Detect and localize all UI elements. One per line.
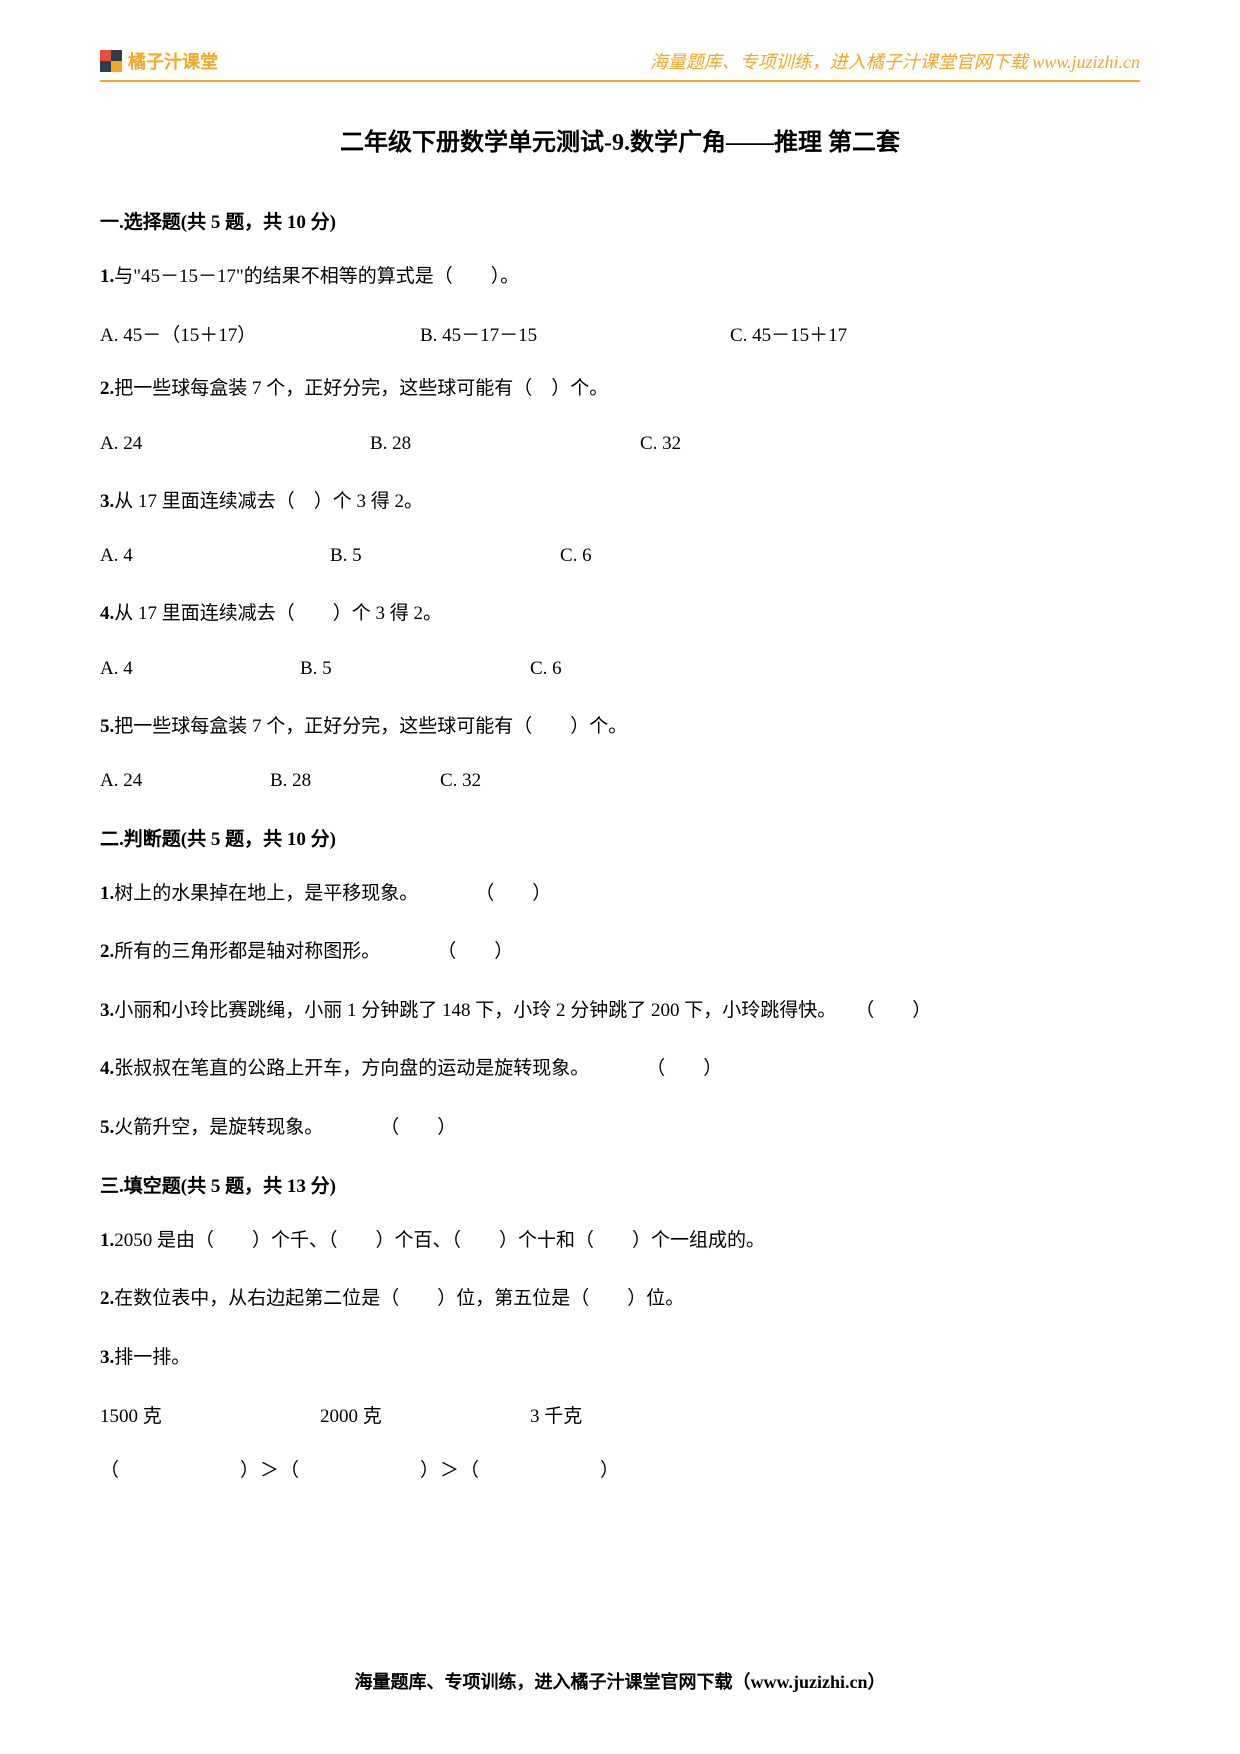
question-number: 3. [100, 1347, 114, 1368]
option-b: B. 28 [370, 433, 411, 455]
question-text: 所有的三角形都是轴对称图形。 （ ） [114, 941, 513, 962]
s3-q3-items: 1500 克 2000 克 3 千克 [100, 1401, 1140, 1427]
s1-q2: 2.把一些球每盒装 7 个，正好分完，这些球可能有（ ）个。 [100, 374, 1140, 404]
sort-item: 3 千克 [530, 1401, 582, 1428]
question-number: 2. [100, 378, 114, 399]
question-number: 2. [100, 941, 114, 962]
option-a: A. 45－（15＋17） [100, 320, 256, 347]
option-b: B. 5 [330, 545, 362, 567]
question-text: 把一些球每盒装 7 个，正好分完，这些球可能有（ ）个。 [114, 378, 608, 399]
page-header: 橘子汁课堂 海量题库、专项训练，进入橘子汁课堂官网下载 www.juzizhi.… [100, 48, 1140, 82]
s3-q3-blanks: （ ）＞（ ）＞（ ） [100, 1455, 1140, 1482]
question-text: 在数位表中，从右边起第二位是（ ）位，第五位是（ ）位。 [114, 1288, 684, 1309]
question-text: 2050 是由（ ）个千、（ ）个百、（ ）个十和（ ）个一组成的。 [114, 1230, 765, 1251]
section3-header: 三.填空题(共 5 题，共 13 分) [100, 1171, 1140, 1198]
s1-q5: 5.把一些球每盒装 7 个，正好分完，这些球可能有（ ）个。 [100, 712, 1140, 742]
page-footer: 海量题库、专项训练，进入橘子汁课堂官网下载（www.juzizhi.cn） [0, 1668, 1240, 1694]
option-c: C. 45－15＋17 [730, 320, 847, 347]
option-b: B. 5 [300, 658, 332, 680]
option-c: C. 32 [640, 433, 681, 455]
question-text: 火箭升空，是旋转现象。 （ ） [114, 1117, 456, 1138]
question-number: 2. [100, 1288, 114, 1309]
s2-q2: 2.所有的三角形都是轴对称图形。 （ ） [100, 937, 1140, 967]
question-number: 3. [100, 1000, 114, 1021]
s1-q5-options: A. 24 B. 28 C. 32 [100, 770, 1140, 796]
s1-q1-options: A. 45－（15＋17） B. 45－17－15 C. 45－15＋17 [100, 320, 1140, 346]
s1-q3-options: A. 4 B. 5 C. 6 [100, 545, 1140, 571]
s1-q2-options: A. 24 B. 28 C. 32 [100, 433, 1140, 459]
option-c: C. 6 [560, 545, 592, 567]
question-number: 4. [100, 1058, 114, 1079]
logo: 橘子汁课堂 [100, 48, 218, 74]
section2-header: 二.判断题(共 5 题，共 10 分) [100, 824, 1140, 851]
page-title: 二年级下册数学单元测试-9.数学广角——推理 第二套 [100, 122, 1140, 157]
question-text: 树上的水果掉在地上，是平移现象。 （ ） [114, 883, 551, 904]
logo-text: 橘子汁课堂 [128, 48, 218, 74]
header-right-text: 海量题库、专项训练，进入橘子汁课堂官网下载 www.juzizhi.cn [650, 48, 1140, 74]
s3-q2: 2.在数位表中，从右边起第二位是（ ）位，第五位是（ ）位。 [100, 1284, 1140, 1314]
sort-item: 2000 克 [320, 1401, 382, 1428]
question-text: 与"45－15－17"的结果不相等的算式是（ ）。 [114, 266, 519, 287]
sort-item: 1500 克 [100, 1401, 162, 1428]
s1-q1: 1.与"45－15－17"的结果不相等的算式是（ ）。 [100, 262, 1140, 292]
question-number: 1. [100, 1230, 114, 1251]
question-text: 把一些球每盒装 7 个，正好分完，这些球可能有（ ）个。 [114, 716, 627, 737]
question-number: 4. [100, 603, 114, 624]
s2-q1: 1.树上的水果掉在地上，是平移现象。 （ ） [100, 879, 1140, 909]
question-text: 排一排。 [114, 1347, 190, 1368]
question-number: 1. [100, 266, 114, 287]
option-a: A. 24 [100, 433, 142, 455]
option-a: A. 4 [100, 545, 133, 567]
s2-q3: 3.小丽和小玲比赛跳绳，小丽 1 分钟跳了 148 下，小玲 2 分钟跳了 20… [100, 996, 1140, 1026]
option-a: A. 4 [100, 658, 133, 680]
s1-q4: 4.从 17 里面连续减去（ ）个 3 得 2。 [100, 599, 1140, 629]
section1-header: 一.选择题(共 5 题，共 10 分) [100, 207, 1140, 234]
s2-q5: 5.火箭升空，是旋转现象。 （ ） [100, 1113, 1140, 1143]
question-text: 从 17 里面连续减去（ ）个 3 得 2。 [114, 491, 423, 512]
option-a: A. 24 [100, 770, 142, 792]
question-text: 小丽和小玲比赛跳绳，小丽 1 分钟跳了 148 下，小玲 2 分钟跳了 200 … [114, 1000, 931, 1021]
logo-icon [100, 50, 122, 72]
s2-q4: 4.张叔叔在笔直的公路上开车，方向盘的运动是旋转现象。 （ ） [100, 1054, 1140, 1084]
option-b: B. 45－17－15 [420, 320, 537, 347]
s3-q1: 1.2050 是由（ ）个千、（ ）个百、（ ）个十和（ ）个一组成的。 [100, 1226, 1140, 1256]
option-c: C. 32 [440, 770, 481, 792]
question-number: 5. [100, 1117, 114, 1138]
question-number: 3. [100, 491, 114, 512]
s1-q4-options: A. 4 B. 5 C. 6 [100, 658, 1140, 684]
question-number: 1. [100, 883, 114, 904]
question-text: 张叔叔在笔直的公路上开车，方向盘的运动是旋转现象。 （ ） [114, 1058, 722, 1079]
question-text: 从 17 里面连续减去（ ）个 3 得 2。 [114, 603, 442, 624]
question-number: 5. [100, 716, 114, 737]
option-b: B. 28 [270, 770, 311, 792]
s3-q3: 3.排一排。 [100, 1343, 1140, 1373]
s1-q3: 3.从 17 里面连续减去（ ）个 3 得 2。 [100, 487, 1140, 517]
option-c: C. 6 [530, 658, 562, 680]
